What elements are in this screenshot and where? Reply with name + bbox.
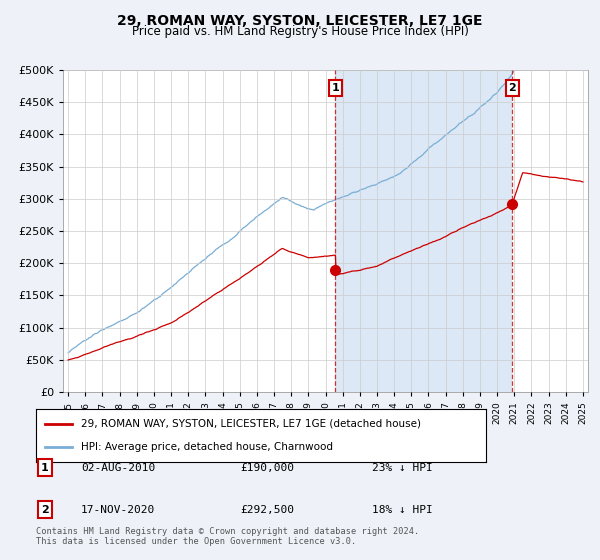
Text: 18% ↓ HPI: 18% ↓ HPI	[372, 505, 433, 515]
Text: 23% ↓ HPI: 23% ↓ HPI	[372, 463, 433, 473]
Text: 02-AUG-2010: 02-AUG-2010	[81, 463, 155, 473]
Text: 2: 2	[41, 505, 49, 515]
Text: 1: 1	[41, 463, 49, 473]
Bar	[335, 70, 512, 392]
Text: £190,000: £190,000	[240, 463, 294, 473]
Text: 17-NOV-2020: 17-NOV-2020	[81, 505, 155, 515]
Text: 29, ROMAN WAY, SYSTON, LEICESTER, LE7 1GE: 29, ROMAN WAY, SYSTON, LEICESTER, LE7 1G…	[117, 14, 483, 28]
Text: 1: 1	[332, 83, 340, 93]
Text: Price paid vs. HM Land Registry's House Price Index (HPI): Price paid vs. HM Land Registry's House …	[131, 25, 469, 38]
Text: Contains HM Land Registry data © Crown copyright and database right 2024.
This d: Contains HM Land Registry data © Crown c…	[36, 526, 419, 546]
Text: £292,500: £292,500	[240, 505, 294, 515]
Text: 29, ROMAN WAY, SYSTON, LEICESTER, LE7 1GE (detached house): 29, ROMAN WAY, SYSTON, LEICESTER, LE7 1G…	[81, 419, 421, 429]
Text: HPI: Average price, detached house, Charnwood: HPI: Average price, detached house, Char…	[81, 442, 333, 452]
Text: 2: 2	[508, 83, 516, 93]
